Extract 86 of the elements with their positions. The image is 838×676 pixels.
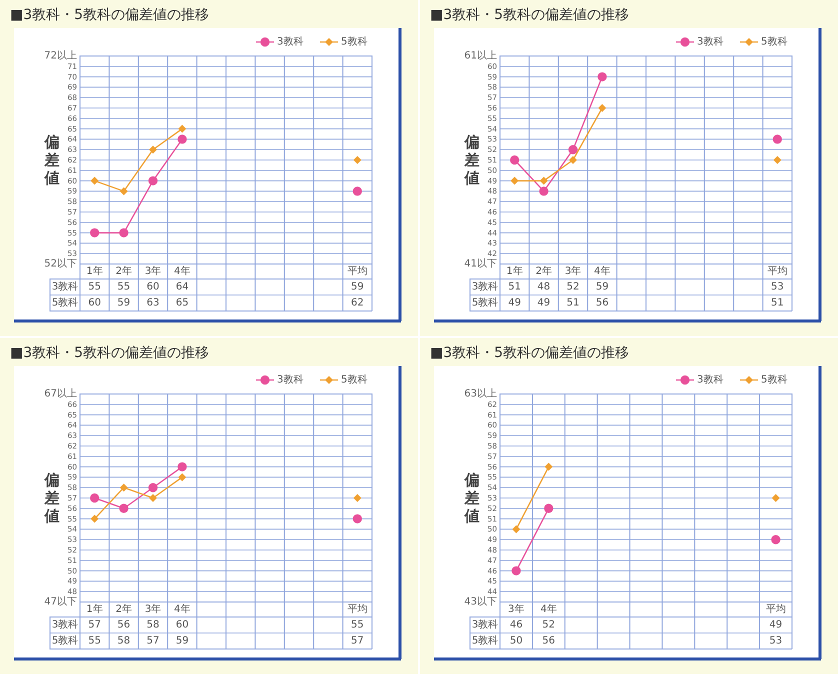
y-tick-label: 41以下: [464, 258, 497, 270]
data-label: 49: [769, 620, 782, 630]
y-axis-title: 偏差値: [464, 133, 480, 187]
data-label: 52: [566, 282, 580, 292]
data-label: 59: [176, 636, 189, 646]
data-label: 51: [771, 298, 784, 308]
data-label: 64: [176, 282, 189, 292]
data-label: 59: [117, 298, 130, 308]
legend-label: 5教科: [341, 36, 368, 48]
data-label: 53: [769, 636, 782, 646]
data-label: 58: [146, 620, 160, 630]
text: 5教科: [472, 636, 498, 646]
data-label: 48: [537, 282, 550, 292]
y-axis-title: 偏差値: [44, 471, 60, 525]
chart-title: ■3教科・5教科の偏差値の推移: [10, 7, 210, 23]
x-tick-label: 4年: [594, 265, 610, 277]
y-tick-label: 72以上: [44, 50, 77, 62]
legend-label: 5教科: [761, 36, 788, 48]
x-tick-label: 平均: [347, 603, 368, 615]
y-axis-title: 偏差値: [464, 471, 480, 525]
text: 5教科: [52, 298, 78, 308]
x-tick-label: 平均: [347, 265, 368, 277]
data-label: 59: [596, 282, 609, 292]
x-tick-label: 4年: [174, 603, 190, 615]
data-label: 52: [542, 620, 556, 630]
text: 5教科: [472, 298, 498, 308]
x-tick-label: 3年: [144, 603, 162, 615]
data-label: 55: [117, 282, 130, 292]
x-tick-label: 2年: [116, 265, 132, 277]
data-label: 51: [508, 282, 521, 292]
data-label: 55: [351, 620, 364, 630]
y-tick-label: 67以上: [44, 388, 77, 400]
data-label: 56: [542, 636, 556, 646]
y-tick-label: 61以上: [464, 50, 497, 62]
data-label: 55: [88, 282, 101, 292]
data-label: 60: [88, 298, 101, 308]
data-label: 57: [351, 636, 364, 646]
data-label: 46: [510, 620, 523, 630]
data-label: 59: [351, 282, 364, 292]
y-tick-label: 63以上: [464, 388, 497, 400]
x-tick-label: 4年: [174, 265, 190, 277]
x-tick-label: 平均: [766, 603, 786, 615]
text: 3教科: [52, 282, 78, 292]
legend-label: 3教科: [277, 36, 304, 48]
chart-title: ■3教科・5教科の偏差値の推移: [10, 345, 210, 361]
x-tick-label: 1年: [86, 603, 103, 615]
data-label: 57: [88, 620, 101, 630]
chart-title: ■3教科・5教科の偏差値の推移: [430, 345, 630, 361]
data-label: 56: [117, 620, 130, 630]
data-label: 57: [146, 636, 160, 646]
legend-label: 3教科: [697, 374, 724, 386]
data-label: 65: [176, 298, 189, 308]
y-tick-label: 52以下: [44, 258, 77, 270]
text: 5教科: [52, 636, 78, 646]
x-tick-label: 3年: [564, 265, 582, 277]
data-label: 55: [88, 636, 101, 646]
x-tick-label: 1年: [506, 265, 523, 277]
data-label: 63: [146, 298, 160, 308]
text: 3教科: [472, 282, 498, 292]
data-label: 62: [351, 298, 364, 308]
y-tick-label: 47以下: [44, 596, 77, 608]
data-label: 50: [510, 636, 523, 646]
legend-label: 5教科: [341, 374, 368, 386]
legend-label: 3教科: [277, 374, 304, 386]
x-tick-label: 1年: [86, 265, 103, 277]
x-tick-label: 2年: [536, 265, 552, 277]
data-label: 56: [596, 298, 609, 308]
x-tick-label: 平均: [767, 265, 788, 277]
data-label: 49: [508, 298, 521, 308]
data-label: 58: [117, 636, 130, 646]
y-tick-label: 43以下: [464, 596, 497, 608]
data-label: 60: [176, 620, 189, 630]
y-axis-title: 偏差値: [44, 133, 60, 187]
x-tick-label: 2年: [116, 603, 132, 615]
data-label: 49: [537, 298, 550, 308]
legend-label: 3教科: [697, 36, 724, 48]
x-tick-label: 3年: [508, 603, 524, 615]
legend-label: 5教科: [761, 374, 788, 386]
x-tick-label: 3年: [144, 265, 162, 277]
chart-title: ■3教科・5教科の偏差値の推移: [430, 7, 630, 23]
data-label: 53: [771, 282, 784, 292]
data-label: 60: [146, 282, 160, 292]
text: 3教科: [472, 620, 498, 630]
data-label: 51: [566, 298, 580, 308]
text: 3教科: [52, 620, 78, 630]
x-tick-label: 4年: [540, 603, 557, 615]
